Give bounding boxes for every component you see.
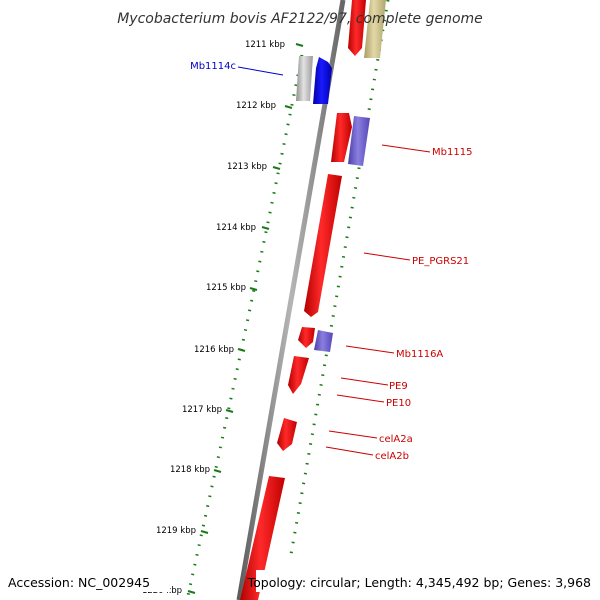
gene-mb1116a-red[interactable] bbox=[298, 327, 315, 348]
feature-olive-top[interactable] bbox=[364, 0, 386, 58]
gene-mb1115[interactable] bbox=[331, 113, 352, 162]
accession-text: Accession: NC_002945 bbox=[8, 575, 150, 590]
tick-label: 1213 kbp bbox=[227, 162, 267, 172]
gene-labels: Mb1114c Mb1115 PE_PGRS21 Mb1116A PE9 PE1… bbox=[190, 61, 472, 462]
tick-label: 1212 kbp bbox=[236, 101, 276, 111]
gene-label-pe10[interactable]: PE10 bbox=[386, 398, 411, 409]
tick-label: 1215 kbp bbox=[206, 283, 246, 293]
gene-label-pe-pgrs21[interactable]: PE_PGRS21 bbox=[412, 256, 469, 267]
tick-label: 1217 kbp bbox=[182, 405, 222, 415]
gene-pe-pgrs21[interactable] bbox=[304, 174, 342, 317]
gene-label-cela2a[interactable]: celA2a bbox=[379, 434, 413, 445]
gene-pe9[interactable] bbox=[288, 356, 309, 394]
gene-cela2b[interactable] bbox=[240, 476, 285, 600]
gene-mb1116a[interactable] bbox=[314, 330, 333, 352]
accession-bg bbox=[0, 570, 170, 592]
cds-top-red[interactable] bbox=[348, 0, 366, 56]
gene-label-pe9[interactable]: PE9 bbox=[389, 381, 408, 392]
gene-label-mb1115[interactable]: Mb1115 bbox=[432, 147, 472, 158]
feature-grey-mb1114c[interactable] bbox=[296, 56, 313, 101]
summary-text: Topology: circular; Length: 4,345,492 bp… bbox=[247, 575, 591, 590]
feature-purple-mb1115[interactable] bbox=[348, 116, 370, 166]
gene-label-mb1116a[interactable]: Mb1116A bbox=[396, 349, 443, 360]
gene-label-mb1114c[interactable]: Mb1114c bbox=[190, 61, 236, 72]
gene-cela2a[interactable] bbox=[277, 418, 297, 451]
tick-label: 1218 kbp bbox=[170, 465, 210, 475]
gene-mb1114c[interactable] bbox=[313, 57, 332, 104]
gene-label-cela2b[interactable]: celA2b bbox=[375, 451, 409, 462]
tick-label: 1219 kbp bbox=[156, 526, 196, 536]
tick-label: 1211 kbp bbox=[245, 40, 285, 50]
summary-bg bbox=[256, 570, 600, 592]
label-leaders bbox=[237, 66, 431, 456]
scale-ticks bbox=[187, 43, 304, 594]
tick-label: 1216 kbp bbox=[194, 345, 234, 355]
map-title: Mycobacterium bovis AF2122/97, complete … bbox=[117, 11, 483, 27]
tick-label: 1214 kbp bbox=[216, 223, 256, 233]
